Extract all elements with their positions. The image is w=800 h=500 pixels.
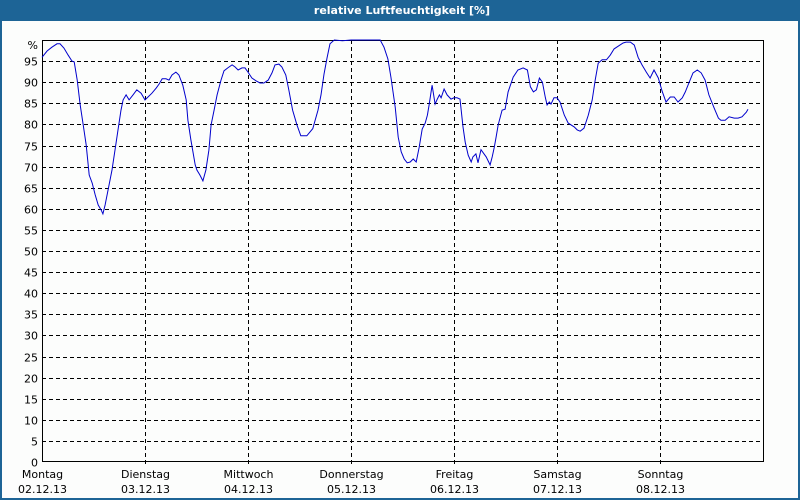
y-tick-label: 30 (24, 330, 38, 343)
x-tick-day: Sonntag (638, 468, 684, 481)
x-tick-date: 05.12.13 (327, 483, 376, 496)
y-tick-label: 0 (31, 457, 38, 470)
y-tick-label: 85 (24, 98, 38, 111)
y-tick-label: 45 (24, 267, 38, 280)
y-tick-label: 80 (24, 119, 38, 132)
y-tick-label: 90 (24, 77, 38, 90)
x-tick-day: Dienstag (121, 468, 170, 481)
plot-area (42, 40, 764, 462)
y-axis: 0 5 10 15 20 25 30 35 40 45 50 55 60 65 70 75 80 85 90 95% (24, 39, 38, 470)
y-tick-label: 70 (24, 162, 38, 175)
x-tick-date: 07.12.13 (533, 483, 582, 496)
y-tick-label: 55 (24, 225, 38, 238)
humidity-series-line (41, 39, 749, 216)
y-unit-label: % (28, 39, 38, 52)
x-tick-date: 03.12.13 (121, 483, 170, 496)
chart-title: relative Luftfeuchtigkeit [%] (2, 0, 800, 21)
x-tick-day: Freitag (436, 468, 474, 481)
y-tick-label: 20 (24, 373, 38, 386)
y-tick-label: 5 (31, 436, 38, 449)
x-tick-day: Montag (22, 468, 63, 481)
y-tick-label: 35 (24, 309, 38, 322)
x-axis: Montag 02.12.13 Dienstag 03.12.13 Mittwoch 04… (18, 468, 685, 496)
x-tick-day: Donnerstag (319, 468, 383, 481)
grid-lines (42, 40, 763, 466)
y-tick-label: 15 (24, 394, 38, 407)
y-tick-label: 75 (24, 141, 38, 154)
x-tick-day: Samstag (533, 468, 581, 481)
y-tick-label: 25 (24, 352, 38, 365)
y-tick-label: 40 (24, 288, 38, 301)
y-tick-label: 10 (24, 415, 38, 428)
x-tick-day: Mittwoch (224, 468, 274, 481)
y-tick-label: 65 (24, 183, 38, 196)
x-tick-date: 08.12.13 (636, 483, 685, 496)
x-tick-date: 04.12.13 (224, 483, 273, 496)
y-tick-label: 50 (24, 246, 38, 259)
y-tick-label: 95 (24, 56, 38, 69)
x-tick-date: 02.12.13 (18, 483, 67, 496)
y-tick-label: 60 (24, 204, 38, 217)
x-tick-date: 06.12.13 (430, 483, 479, 496)
